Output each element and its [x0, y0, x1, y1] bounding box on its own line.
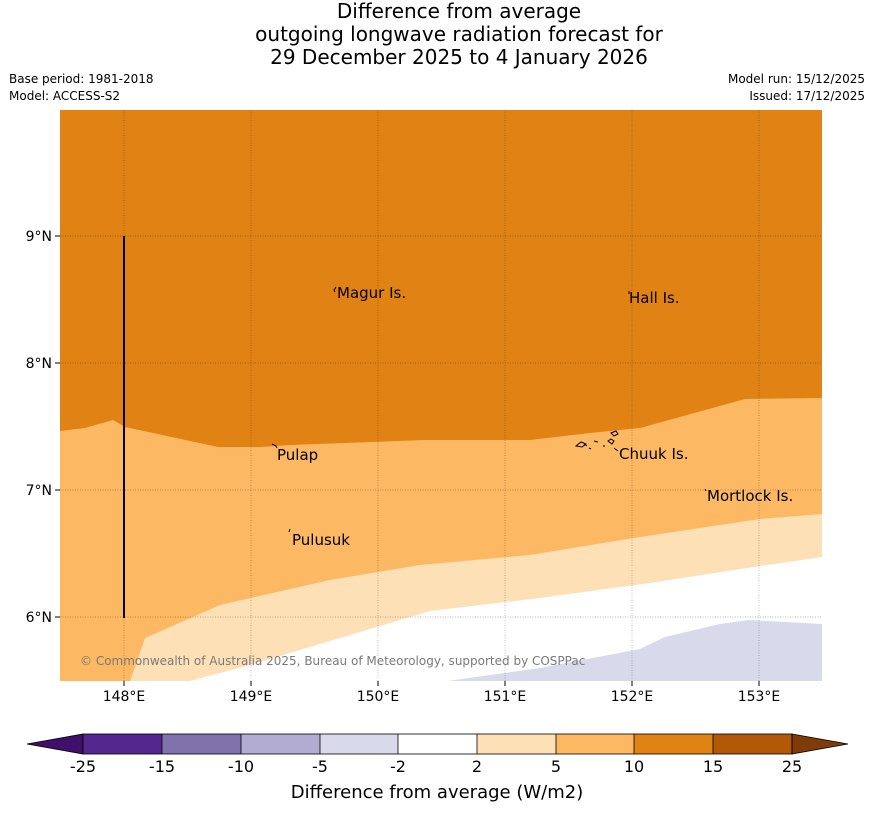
- colorbar-swatch-15-25: [713, 734, 792, 754]
- island-outlines: [271, 286, 707, 533]
- title-line-1: Difference from average: [336, 0, 582, 23]
- lon-label-148e: 148°E: [103, 689, 146, 705]
- colorbar-tick-2: 2: [472, 757, 482, 776]
- colorbar-tick-5: 5: [551, 757, 561, 776]
- lon-label-149e: 149°E: [230, 689, 273, 705]
- colorbar-swatch-neg5-neg2: [320, 734, 398, 754]
- chart-title: Difference from average outgoing longwav…: [0, 0, 873, 69]
- issued-date: Issued: 17/12/2025: [749, 89, 865, 103]
- map-field: Magur Is. Hall Is. Pulap Chuuk Is. Mortl…: [60, 110, 822, 681]
- colorbar-swatch-neg10-neg5: [241, 734, 320, 754]
- label-pulusuk: Pulusuk: [292, 531, 350, 549]
- lon-label-153e: 153°E: [738, 689, 781, 705]
- colorbar-arrow-high: [791, 733, 849, 755]
- lat-label-6n: 6°N: [26, 610, 52, 626]
- lat-axis-labels: 9°N 8°N 7°N 6°N: [26, 229, 60, 626]
- title-line-2: outgoing longwave radiation forecast for: [255, 22, 663, 46]
- colorbar-tick-neg2: -2: [390, 757, 406, 776]
- colorbar-swatch-10-15: [634, 734, 713, 754]
- label-pulap: Pulap: [277, 446, 318, 464]
- chuuk-lagoon-shapes: [574, 430, 619, 452]
- model-run: Model run: 15/12/2025: [727, 72, 865, 86]
- lon-axis-labels: 148°E 149°E 150°E 151°E 152°E 153°E: [103, 681, 781, 705]
- pulusuk-island-shape: [288, 528, 291, 533]
- lat-label-8n: 8°N: [26, 356, 52, 372]
- label-chuuk: Chuuk Is.: [619, 445, 688, 463]
- copyright-notice: © Commonwealth of Australia 2025, Bureau…: [80, 654, 585, 668]
- colorbar-swatch-5-10: [556, 734, 634, 754]
- colorbar-tick-neg10: -10: [228, 757, 254, 776]
- colorbar-swatch-neg25-neg15: [83, 734, 162, 754]
- base-period: Base period: 1981-2018: [9, 72, 154, 86]
- band-neg5-neg2: [448, 620, 822, 681]
- colorbar-swatch-neg2-2: [398, 734, 477, 754]
- lat-label-9n: 9°N: [26, 229, 52, 245]
- lon-label-152e: 152°E: [611, 689, 654, 705]
- meta-left: Base period: 1981-2018 Model: ACCESS-S2: [9, 71, 154, 105]
- colorbar: -25 -15 -10 -5 -2 2 5 10 15 25 Differenc…: [26, 733, 849, 803]
- pulap-island-shape: [271, 443, 278, 449]
- label-magur: Magur Is.: [337, 284, 406, 302]
- lat-label-7n: 7°N: [26, 483, 52, 499]
- colorbar-title: Difference from average (W/m2): [291, 782, 583, 803]
- colorbar-arrow-low: [26, 733, 84, 755]
- model-name: Model: ACCESS-S2: [9, 89, 121, 103]
- colorbar-tick-25: 25: [782, 757, 802, 776]
- magur-island-shape: [333, 286, 337, 293]
- graticule: [60, 110, 822, 681]
- colorbar-swatch-2-5: [477, 734, 556, 754]
- colorbar-tick-15: 15: [703, 757, 723, 776]
- mortlock-island-shape: [704, 488, 707, 492]
- lon-label-150e: 150°E: [357, 689, 400, 705]
- label-mortlock: Mortlock Is.: [707, 487, 793, 505]
- meta-right: Model run: 15/12/2025 Issued: 17/12/2025: [728, 71, 865, 105]
- colorbar-tick-10: 10: [624, 757, 644, 776]
- colorbar-swatch-neg15-neg10: [162, 734, 241, 754]
- lon-label-151e: 151°E: [484, 689, 527, 705]
- label-hall: Hall Is.: [629, 289, 680, 307]
- title-line-3: 29 December 2025 to 4 January 2026: [270, 45, 648, 69]
- colorbar-tick-neg25: -25: [70, 757, 96, 776]
- colorbar-tick-neg5: -5: [312, 757, 328, 776]
- colorbar-tick-neg15: -15: [149, 757, 175, 776]
